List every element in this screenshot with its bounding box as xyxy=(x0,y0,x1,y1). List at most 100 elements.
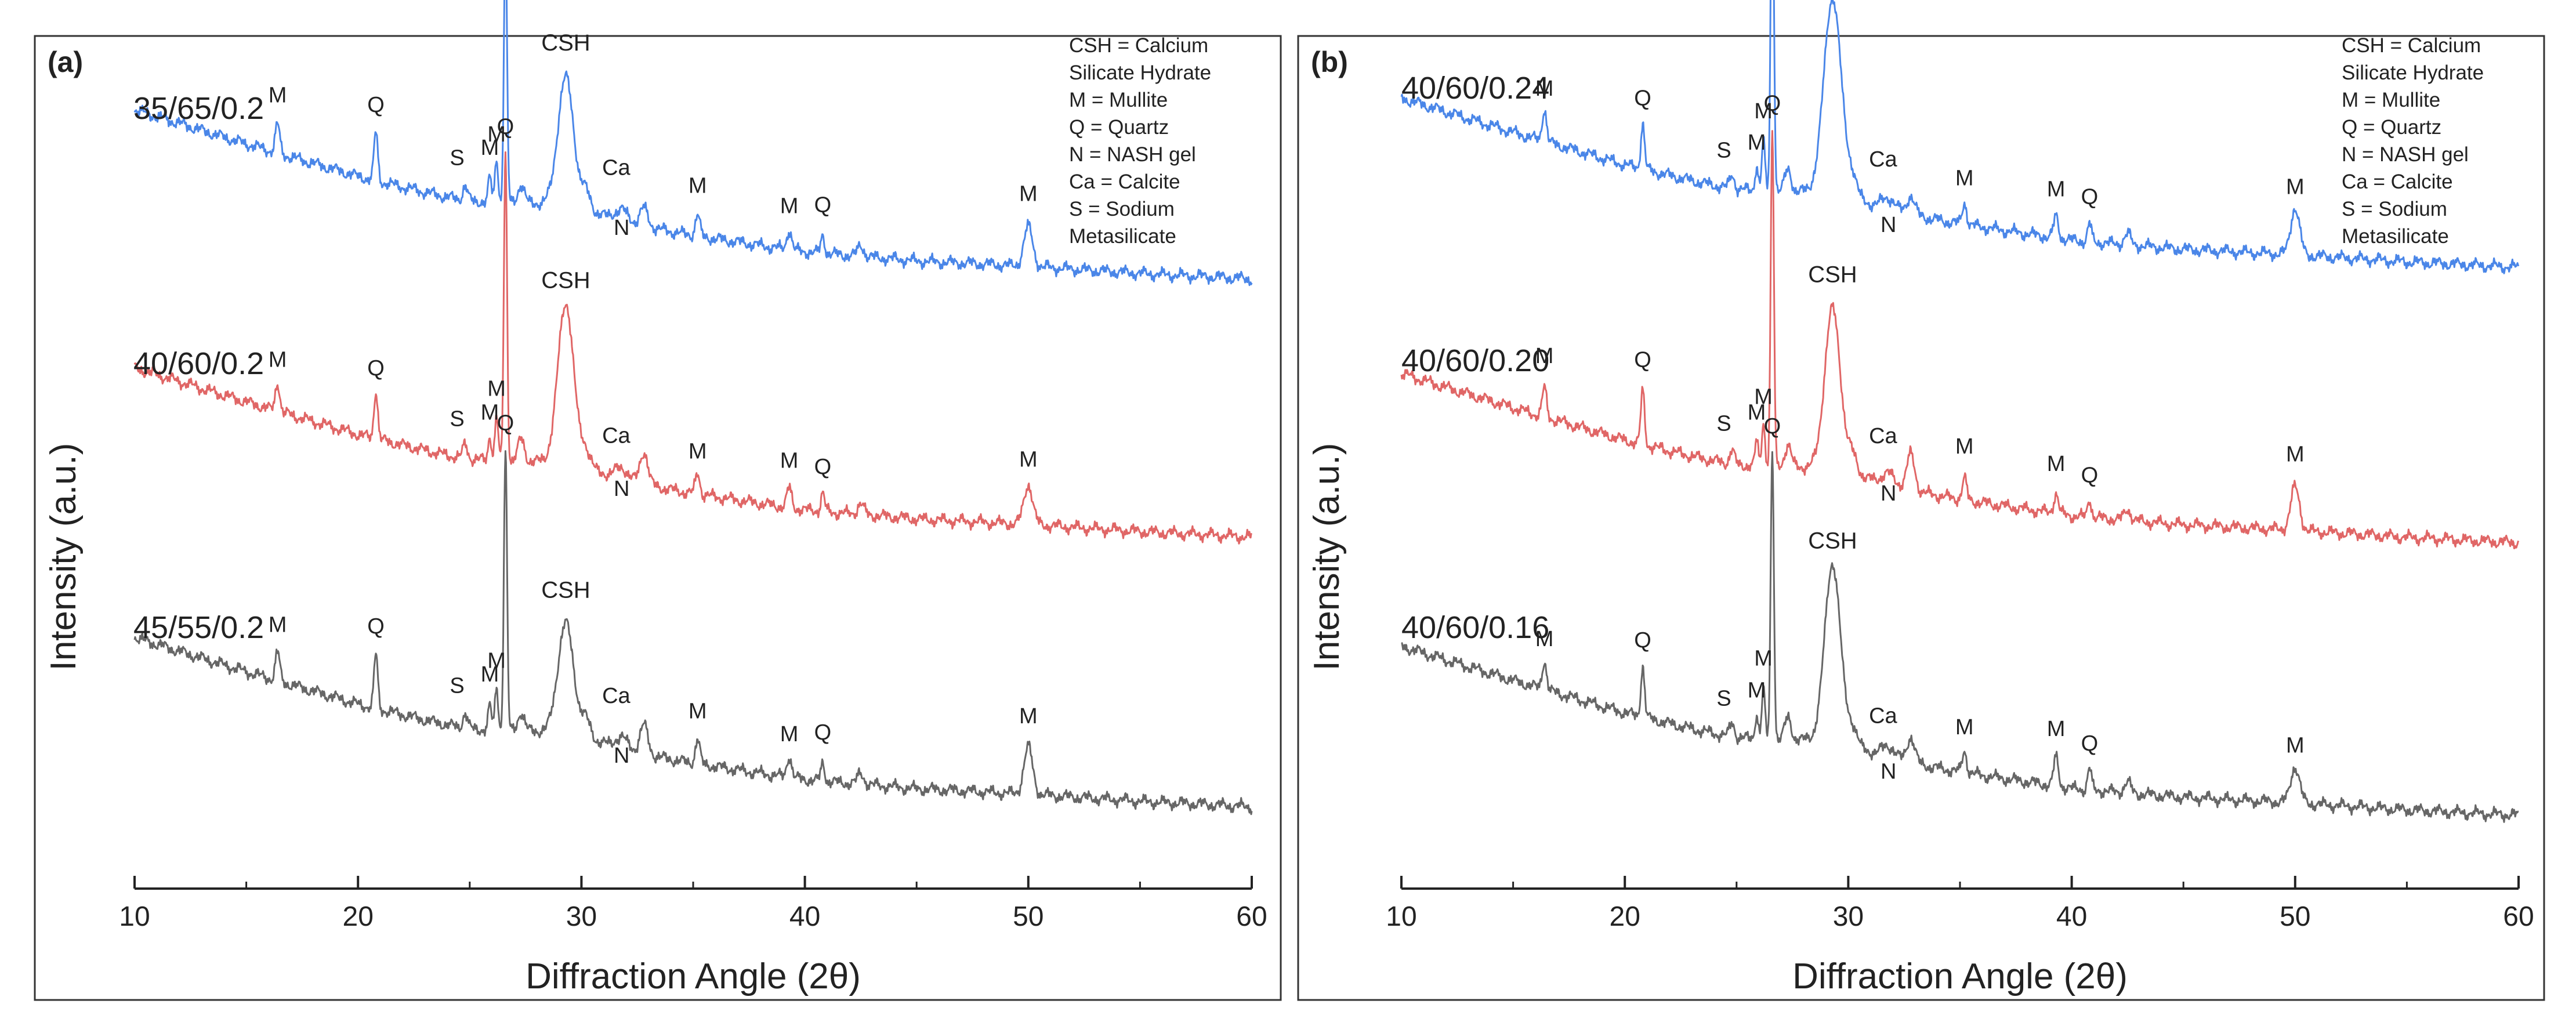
peak-label: S xyxy=(450,146,464,171)
peak-label: M xyxy=(689,174,707,198)
peak-label: Ca xyxy=(602,424,631,448)
peak-label: Q xyxy=(1634,347,1651,372)
legend: CSH = Calcium Silicate Hydrate M = Mullite… xyxy=(1069,34,1211,248)
peak-label: Ca xyxy=(602,684,631,708)
peak-label: M xyxy=(1019,182,1038,206)
peak-label: M xyxy=(2047,452,2066,476)
peak-label: Q xyxy=(497,115,515,139)
peak-label: Q xyxy=(2081,185,2099,209)
peak-label: Ca xyxy=(602,156,631,180)
peak-label: Q xyxy=(1764,91,1781,115)
panel-label: (b) xyxy=(1311,46,1348,78)
peak-label: M xyxy=(487,648,506,673)
peak-label: M xyxy=(1748,400,1766,425)
series-label: 40/60/0.24 xyxy=(1401,71,1549,106)
peak-label: M xyxy=(269,613,287,637)
legend-entry: N = NASH gel xyxy=(2342,143,2469,166)
peak-label: M xyxy=(481,400,499,425)
peak-label: Q xyxy=(367,614,385,639)
peak-label: M xyxy=(780,722,799,746)
peak-label: Q xyxy=(497,411,515,435)
chart-panel-b: (b) 10 20 30 40 50 60 Diffraction Angle (2θ) Int… xyxy=(1297,0,2545,1001)
peak-label: M xyxy=(1748,131,1766,155)
legend-entry: Metasilicate xyxy=(2342,225,2449,248)
x-tick-label: 10 xyxy=(119,901,150,932)
peak-label: N xyxy=(614,744,629,768)
peak-label: Q xyxy=(1764,414,1781,438)
legend-entry: CSH = Calcium xyxy=(2342,34,2481,57)
y-axis-label: Intensity (a.u.) xyxy=(44,443,84,671)
legend-entry: M = Mullite xyxy=(2342,89,2440,111)
peak-label: M xyxy=(1754,647,1773,671)
series-line-40/60/0.20 xyxy=(1400,130,2520,549)
peak-label: M xyxy=(2047,717,2066,741)
peak-label: Q xyxy=(1634,628,1651,653)
peak-label: M xyxy=(1535,344,1554,368)
y-axis-label: Intensity (a.u.) xyxy=(1307,443,1347,671)
chart-panel-a: (a) 10 20 30 40 50 60 Diffraction Angle (2θ) Int… xyxy=(34,0,1282,1001)
peak-label: M xyxy=(1754,99,1773,124)
series-line-35/65/0.2 xyxy=(133,0,1253,287)
panel-label: (a) xyxy=(48,46,83,78)
peak-label: M xyxy=(2047,177,2066,201)
peak-label: M xyxy=(1535,77,1554,101)
peak-label: M xyxy=(1748,679,1766,703)
peak-label: M xyxy=(1754,385,1773,409)
peak-label: N xyxy=(1881,481,1896,506)
peak-label: Q xyxy=(814,720,832,745)
peak-label: Q xyxy=(2081,463,2099,488)
peak-label: M xyxy=(1955,715,1974,740)
legend-entry: M = Mullite xyxy=(1069,89,1168,111)
peak-label: M xyxy=(1955,434,1974,459)
series-label: 40/60/0.16 xyxy=(1401,610,1549,645)
legend-entry: S = Sodium xyxy=(2342,198,2447,220)
peak-label: Q xyxy=(2081,731,2099,756)
peak-label: M xyxy=(1019,447,1038,472)
x-tick-label: 20 xyxy=(1610,901,1640,932)
x-axis-label: Diffraction Angle (2θ) xyxy=(526,956,861,996)
panel-frame xyxy=(34,35,1282,1001)
series-label: 35/65/0.2 xyxy=(133,91,264,126)
peak-label: S xyxy=(450,674,464,698)
peak-label: M xyxy=(780,194,799,218)
peak-label: M xyxy=(487,122,506,147)
peak-label: Q xyxy=(367,356,385,380)
panel-frame xyxy=(1297,35,2545,1001)
peak-label: S xyxy=(1716,687,1731,711)
peak-label: Ca xyxy=(1869,147,1897,172)
series-line-40/60/0.24 xyxy=(1400,0,2520,274)
legend-entry: N = NASH gel xyxy=(1069,143,1196,166)
peak-label: M xyxy=(487,376,506,401)
peak-label: N xyxy=(614,216,629,240)
legend-entry: Ca = Calcite xyxy=(2342,171,2453,193)
legend-entry: S = Sodium xyxy=(1069,198,1175,220)
peak-label: N xyxy=(614,477,629,501)
x-tick-label: 60 xyxy=(1236,901,1267,932)
peak-label: CSH xyxy=(1808,262,1857,287)
x-tick-label: 50 xyxy=(1013,901,1044,932)
peak-label: S xyxy=(1716,138,1731,162)
peak-label: S xyxy=(450,407,464,431)
legend-entry: Q = Quartz xyxy=(2342,116,2441,139)
series-line-40/60/0.2 xyxy=(133,151,1253,545)
peak-label: M xyxy=(689,700,707,724)
x-tick-label: 50 xyxy=(2280,901,2310,932)
legend-entry: Ca = Calcite xyxy=(1069,171,1180,193)
series-label: 45/55/0.2 xyxy=(133,610,264,645)
x-tick-label: 10 xyxy=(1386,901,1416,932)
series-line-45/55/0.2 xyxy=(133,450,1253,816)
series-label: 40/60/0.20 xyxy=(1401,343,1549,378)
peak-label: M xyxy=(689,440,707,464)
series-label: 40/60/0.2 xyxy=(133,346,264,381)
peak-label: M xyxy=(481,136,499,160)
legend-entry: CSH = Calcium xyxy=(1069,34,1208,57)
legend: CSH = Calcium Silicate Hydrate M = Mullite… xyxy=(2342,34,2484,248)
peak-label: N xyxy=(1881,213,1896,237)
legend-entry: Silicate Hydrate xyxy=(2342,61,2484,84)
series-line-40/60/0.16 xyxy=(1401,451,2519,823)
peak-label: M xyxy=(780,449,799,473)
peak-label: Q xyxy=(814,193,832,218)
peak-label: Q xyxy=(367,93,385,117)
x-tick-label: 60 xyxy=(2503,901,2534,932)
peak-label: M xyxy=(269,84,287,108)
